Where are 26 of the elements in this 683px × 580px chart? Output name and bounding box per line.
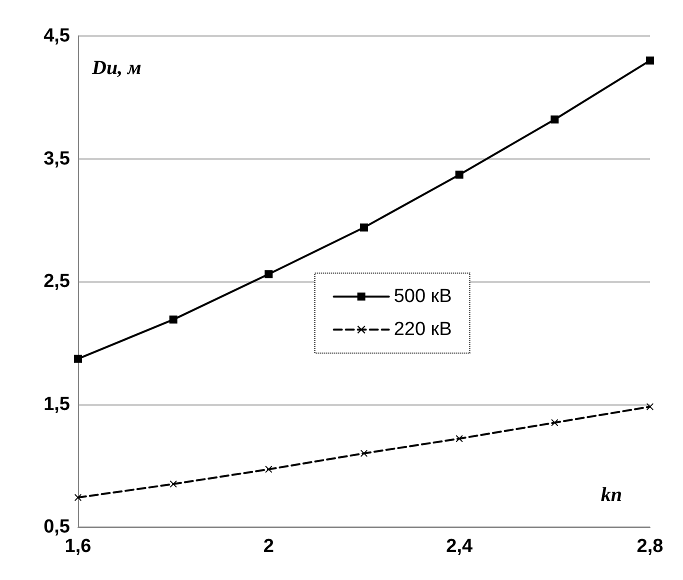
x-axis-title: kп [600,484,622,506]
point [550,115,559,124]
y-tick-label: 3,5 [44,148,70,170]
point [265,466,272,473]
y-tick-label: 1,5 [44,394,70,415]
y-axis-title: Du, м [91,57,142,79]
y-tick-label: 0,5 [44,516,70,538]
point [360,223,368,232]
point [74,354,82,363]
point [456,435,463,442]
legend-label: 220 кВ [394,319,452,340]
legend-label: 500 кВ [394,286,452,308]
x-tick-label: 2,8 [636,536,664,557]
point [170,480,177,488]
y-tick-label: 4,5 [44,26,70,46]
point [74,494,82,502]
point [551,419,558,426]
point [646,56,654,65]
point [264,270,273,278]
x-tick-label: 2 [263,536,274,557]
y-tick-label: 2,5 [44,271,70,292]
point [455,170,464,179]
point [360,450,368,457]
x-tick-label: 1,6 [64,536,92,557]
point [169,316,178,324]
x-tick-label: 2,4 [446,536,473,557]
